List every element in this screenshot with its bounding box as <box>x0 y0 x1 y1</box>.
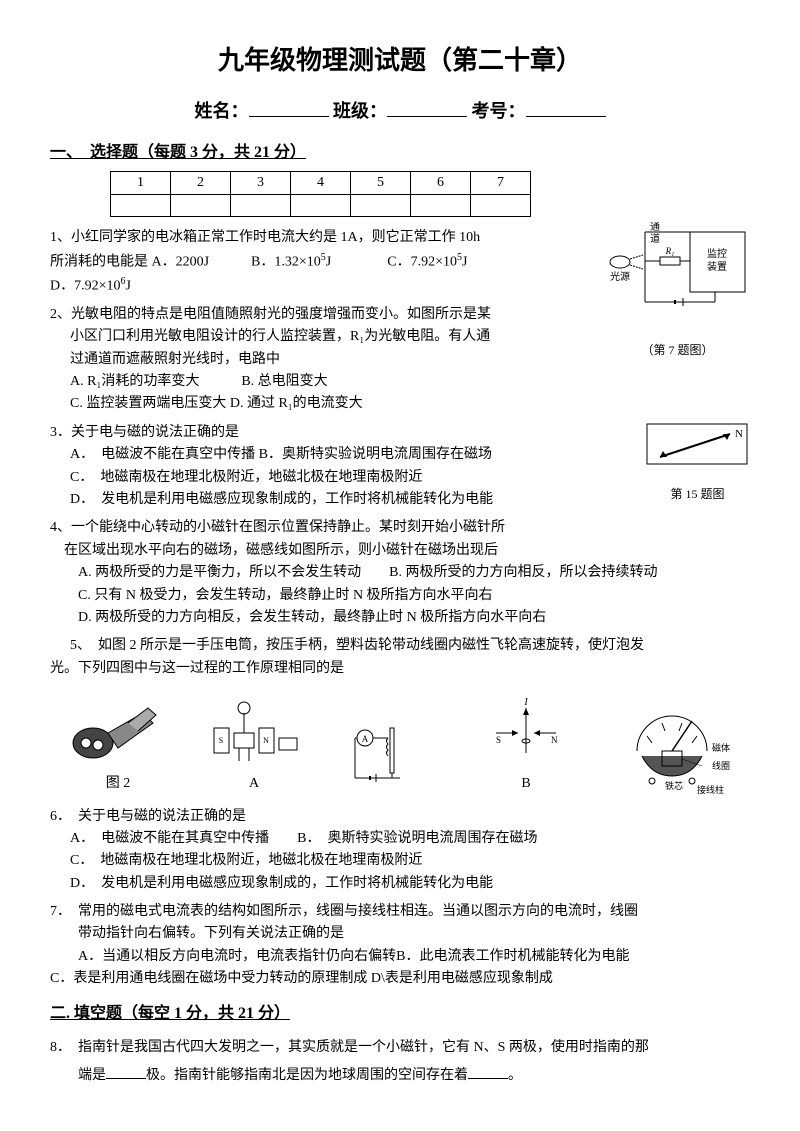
q1-stem: 1、小红同学家的电冰箱正常工作时电流大约是 1A，则它正常工作 10h <box>50 227 750 249</box>
q1-optD: D．7.92×10 <box>50 278 121 293</box>
question-7: 7． 常用的磁电式电流表的结构如图所示，线圈与接线柱相连。当通以图示方向的电流时… <box>50 901 750 991</box>
q7-optA: A．当通以相反方向电流时，电流表指针仍向右偏转B．此电流表工作时机械能转化为电能 <box>78 946 750 968</box>
ans-4[interactable] <box>291 195 351 217</box>
q4-optA: A. 两极所受的力是平衡力，所以不会发生转动 <box>78 565 361 580</box>
section1-header: 一、 选择题（每题 3 分，共 21 分） <box>50 140 750 166</box>
q6-optC: C． 地磁南极在地理北极附近，地磁北极在地理南极附近 <box>70 850 750 872</box>
question-8: 8． 指南针是我国古代四大发明之一，其实质就是一个小磁针，它有 N、S 两极，使… <box>50 1034 750 1090</box>
q2-optC: C. 监控装置两端电压变大 <box>70 396 226 411</box>
q8-l2a: 端是 <box>78 1068 106 1083</box>
col-3: 3 <box>231 171 291 194</box>
svg-text:S: S <box>219 736 223 745</box>
ammeter-img: 磁体 线圈 铁芯 接线柱 <box>607 701 737 796</box>
q4-optC: C. 只有 N 极受力，会发生转动，最终静止时 N 极所指方向水平向右 <box>78 585 750 607</box>
question-3: 3．关于电与磁的说法正确的是 A． 电磁波不能在真空中传播 B．奥斯特实验说明电… <box>50 422 750 512</box>
svg-text:磁体: 磁体 <box>712 742 730 753</box>
question-1: 1、小红同学家的电冰箱正常工作时电流大约是 1A，则它正常工作 10h 所消耗的… <box>50 227 750 297</box>
option-a-label: A <box>199 773 309 795</box>
svg-text:线圈: 线圈 <box>712 760 730 771</box>
q3-stem: 3．关于电与磁的说法正确的是 <box>50 422 750 444</box>
col-4: 4 <box>291 171 351 194</box>
q3-optC: C． 地磁南极在地理北极附近，地磁北极在地理南极附近 <box>70 467 750 489</box>
col-5: 5 <box>351 171 411 194</box>
q3-optD: D． 发电机是利用电磁感应现象制成的，工作时将机械能转化为电能 <box>70 489 750 511</box>
id-label: 考号： <box>472 101 526 121</box>
q2-stem: 2、光敏电阻的特点是电阻值随照射光的强度增强而变小。如图所示是某 <box>50 304 750 326</box>
q4-optB: B. 两极所受的力方向相反，所以会持续转动 <box>389 565 657 580</box>
svg-text:N: N <box>263 736 269 745</box>
q6-optD: D． 发电机是利用电磁感应现象制成的，工作时将机械能转化为电能 <box>70 873 750 895</box>
svg-text:接线柱: 接线柱 <box>697 784 724 795</box>
q8-l2b: 极。指南针能够指南北是因为地球周围的空间存在着 <box>146 1068 468 1083</box>
q1-j2: J <box>462 254 467 269</box>
q1-j1: J C．7.92×10 <box>326 254 457 269</box>
section2-header: 二. 填空题（每空 1 分，共 21 分） <box>50 1001 750 1027</box>
option-b-label: B <box>471 773 581 795</box>
svg-text:A: A <box>362 734 369 744</box>
q4-l2: 在区域出现水平向右的磁场，磁感线如图所示，则小磁针在磁场出现后 <box>64 540 750 562</box>
q7-optC: C．表是利用通电线圈在磁场中受力转动的原理制成 D\表是利用电磁感应现象制成 <box>50 968 750 990</box>
q7-l2: 带动指针向右偏转。下列有关说法正确的是 <box>78 923 750 945</box>
q2-optA: A. R₁消耗的功率变大 <box>70 374 199 389</box>
q6-optA: A． 电磁波不能在其真空中传播 <box>70 831 269 846</box>
name-label: 姓名： <box>195 101 249 121</box>
svg-text:铁芯: 铁芯 <box>665 780 683 791</box>
col-1: 1 <box>111 171 171 194</box>
q4-stem: 4、一个能绕中心转动的小磁针在图示位置保持静止。某时刻开始小磁针所 <box>50 517 750 539</box>
q8-blank1[interactable] <box>106 1078 146 1079</box>
col-2: 2 <box>171 171 231 194</box>
col-6: 6 <box>411 171 471 194</box>
svg-text:S: S <box>496 735 501 745</box>
fig2-flashlight <box>63 690 173 770</box>
q7-stem: 7． 常用的磁电式电流表的结构如图所示，线圈与接线柱相连。当通以图示方向的电流时… <box>50 901 750 923</box>
q6-optB: B． 奥斯特实验说明电流周围存在磁场 <box>297 831 537 846</box>
q1-j3: J <box>126 278 131 293</box>
question-5: 5、 如图 2 所示是一手压电筒，按压手柄，塑料齿轮带动线圈内磁性飞轮高速旋转，… <box>50 635 750 680</box>
question-2: 2、光敏电阻的特点是电阻值随照射光的强度增强而变小。如图所示是某 小区门口利用光… <box>50 304 750 416</box>
option-b-img: I S N <box>471 690 581 770</box>
ans-6[interactable] <box>411 195 471 217</box>
q2-optB: B. 总电阻变大 <box>241 374 327 389</box>
q6-stem: 6． 关于电与磁的说法正确的是 <box>50 806 750 828</box>
q8-l2c: 。 <box>508 1068 522 1083</box>
svg-text:N: N <box>551 735 558 745</box>
question-6: 6． 关于电与磁的说法正确的是 A． 电磁波不能在其真空中传播 B． 奥斯特实验… <box>50 806 750 896</box>
ans-2[interactable] <box>171 195 231 217</box>
question-4: 4、一个能绕中心转动的小磁针在图示位置保持静止。某时刻开始小磁针所 在区域出现水… <box>50 517 750 629</box>
ans-3[interactable] <box>231 195 291 217</box>
svg-text:I: I <box>523 697 528 708</box>
option-a-img: S N <box>199 690 309 770</box>
option-circuit-img: A <box>335 716 445 796</box>
q3-optA: A． 电磁波不能在真空中传播 B．奥斯特实验说明电流周围存在磁场 <box>70 444 750 466</box>
q2-l2: 小区门口利用光敏电阻设计的行人监控装置，R₁为光敏电阻。有人通 <box>70 326 750 348</box>
fig2-label: 图 2 <box>63 773 173 795</box>
ans-1[interactable] <box>111 195 171 217</box>
ans-5[interactable] <box>351 195 411 217</box>
answer-table: 1 2 3 4 5 6 7 <box>110 171 531 217</box>
student-info: 姓名： 班级： 考号： <box>50 97 750 126</box>
q1-cont: 所消耗的电能是 A．2200J B．1.32×10 <box>50 254 321 269</box>
class-blank[interactable] <box>387 99 467 117</box>
q5-l2: 光。下列四图中与这一过程的工作原理相同的是 <box>50 658 750 680</box>
q2-optD: D. 通过 R₁的电流变大 <box>230 396 363 411</box>
ans-7[interactable] <box>471 195 531 217</box>
q5-stem: 5、 如图 2 所示是一手压电筒，按压手柄，塑料齿轮带动线圈内磁性飞轮高速旋转，… <box>70 635 750 657</box>
class-label: 班级： <box>333 101 387 121</box>
col-7: 7 <box>471 171 531 194</box>
q5-images: 图 2 S N A A <box>50 690 750 795</box>
q4-optD: D. 两极所受的力方向相反，会发生转动，最终静止时 N 极所指方向水平向右 <box>78 607 750 629</box>
q2-l3: 过通道而遮蔽照射光线时，电路中 <box>70 349 750 371</box>
q8-stem: 8． 指南针是我国古代四大发明之一，其实质就是一个小磁针，它有 N、S 两极，使… <box>50 1034 750 1062</box>
page-title: 九年级物理测试题（第二十章） <box>50 40 750 82</box>
q8-blank2[interactable] <box>468 1078 508 1079</box>
id-blank[interactable] <box>526 99 606 117</box>
name-blank[interactable] <box>249 99 329 117</box>
